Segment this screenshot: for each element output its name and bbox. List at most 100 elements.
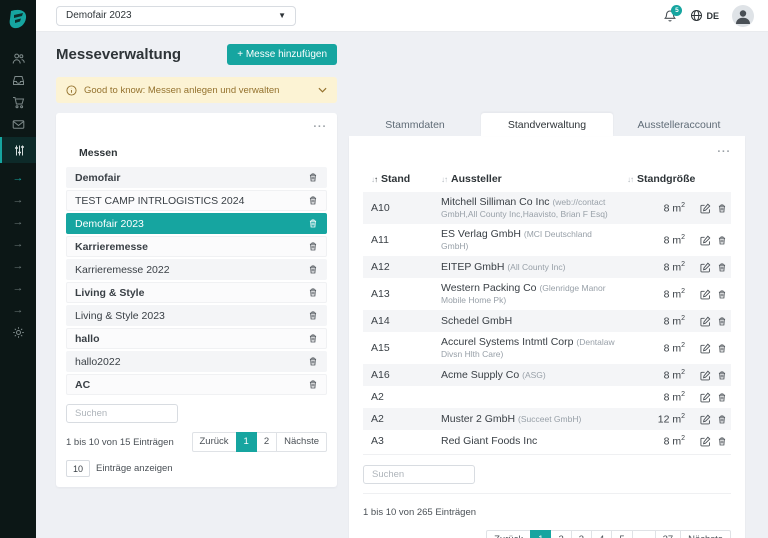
messe-list-item[interactable]: Living & Style — [66, 282, 327, 303]
delete-stand-button[interactable] — [717, 289, 727, 300]
messe-list-item[interactable]: AC — [66, 374, 327, 395]
users-icon[interactable] — [0, 47, 36, 69]
pager-next-button[interactable]: Nächste — [276, 432, 327, 452]
delete-stand-button[interactable] — [717, 262, 727, 273]
avatar[interactable] — [732, 4, 754, 27]
globe-icon — [691, 10, 703, 21]
arrow-right-icon[interactable]: → — [12, 171, 24, 184]
gear-icon[interactable] — [0, 321, 36, 343]
delete-messe-button[interactable] — [308, 379, 318, 390]
stand-table-row[interactable]: A15 Accurel Systems Intmtl Corp (Dentalaw… — [363, 332, 731, 364]
messe-list-item[interactable]: hallo2022 — [66, 351, 327, 372]
delete-messe-button[interactable] — [308, 356, 318, 367]
stand-table-row[interactable]: A3 Red Giant Foods Inc 8 m2 — [363, 430, 731, 452]
delete-stand-button[interactable] — [717, 343, 727, 354]
pager-page-button[interactable]: 4 — [591, 530, 613, 538]
delete-stand-button[interactable] — [717, 370, 727, 381]
delete-stand-button[interactable] — [717, 436, 727, 447]
pager-page-button[interactable]: 5 — [611, 530, 633, 538]
delete-messe-button[interactable] — [308, 287, 318, 298]
delete-stand-button[interactable] — [717, 235, 727, 246]
pager-page-button[interactable]: 27 — [654, 530, 682, 538]
tab-ausstelleraccount[interactable]: Ausstelleraccount — [637, 118, 721, 131]
stand-table-row[interactable]: A10 Mitchell Silliman Co Inc (web://conta… — [363, 192, 731, 224]
trash-icon — [309, 265, 317, 274]
stand-panel: Stammdaten Standverwaltung Ausstelleraccou… — [349, 113, 745, 538]
edit-stand-button[interactable] — [700, 370, 711, 381]
delete-messe-button[interactable] — [308, 241, 318, 252]
messe-list-item[interactable]: Karrieremesse 2022 — [66, 259, 327, 280]
delete-messe-button[interactable] — [308, 310, 318, 321]
aussteller-sub: (MCI Deutschland GmbH) — [441, 229, 592, 251]
sliders-icon[interactable] — [0, 137, 36, 163]
column-header-standgröße[interactable]: ↓↑ Standgröße — [627, 173, 695, 185]
app-logo-icon[interactable] — [6, 7, 30, 31]
delete-stand-button[interactable] — [717, 203, 727, 214]
edit-stand-button[interactable] — [700, 235, 711, 246]
column-header-aussteller[interactable]: ↓↑ Aussteller — [441, 173, 627, 185]
delete-stand-button[interactable] — [717, 316, 727, 327]
messen-search-input[interactable] — [66, 404, 178, 423]
delete-stand-button[interactable] — [717, 392, 727, 403]
edit-stand-button[interactable] — [700, 262, 711, 273]
delete-messe-button[interactable] — [308, 172, 318, 183]
messe-list-item[interactable]: hallo — [66, 328, 327, 349]
arrow-right-icon[interactable]: → — [12, 193, 24, 206]
cart-icon[interactable] — [0, 91, 36, 113]
arrow-right-icon[interactable]: → — [12, 259, 24, 272]
pager-page-button[interactable]: 1 — [530, 530, 552, 538]
delete-messe-button[interactable] — [308, 195, 318, 206]
pager-page-button[interactable]: 2 — [550, 530, 572, 538]
pager-next-button[interactable]: Nächste — [680, 530, 731, 538]
edit-stand-button[interactable] — [700, 343, 711, 354]
tab-standverwaltung[interactable]: Standverwaltung — [481, 113, 613, 136]
arrow-right-icon[interactable]: → — [12, 281, 24, 294]
overflow-menu-icon[interactable]: ... — [313, 118, 327, 130]
delete-messe-button[interactable] — [308, 218, 318, 229]
edit-stand-button[interactable] — [700, 316, 711, 327]
stand-table-row[interactable]: A2 8 m2 — [363, 386, 731, 408]
arrow-right-icon[interactable]: → — [12, 237, 24, 250]
messe-list-item[interactable]: Living & Style 2023 — [66, 305, 327, 326]
arrow-right-icon[interactable]: → — [12, 303, 24, 316]
stand-table-row[interactable]: A16 Acme Supply Co (ASG) 8 m2 — [363, 364, 731, 386]
stand-table-row[interactable]: A11 ES Verlag GmbH (MCI Deutschland GmbH)… — [363, 224, 731, 256]
stand-table-row[interactable]: A13 Western Packing Co (Glenridge Manor M… — [363, 278, 731, 310]
add-messe-button[interactable]: + Messe hinzufügen — [227, 44, 337, 65]
messe-list-item[interactable]: Demofair — [66, 167, 327, 188]
overflow-menu-icon[interactable]: ... — [717, 143, 731, 155]
edit-stand-button[interactable] — [700, 203, 711, 214]
mail-icon[interactable] — [0, 113, 36, 135]
stand-table-row[interactable]: A2 Muster 2 GmbH (Succeet GmbH) 12 m2 — [363, 408, 731, 430]
column-header-stand[interactable]: ↓↑ Stand — [363, 173, 441, 185]
messe-list-item[interactable]: Karrieremesse — [66, 236, 327, 257]
pager-page-button[interactable]: 3 — [570, 530, 593, 538]
fair-selector-dropdown[interactable]: Demofair 2023 ▼ — [56, 5, 296, 26]
column-label: Aussteller — [451, 173, 502, 185]
pager-page-button[interactable]: 1 — [235, 432, 257, 452]
edit-stand-button[interactable] — [700, 392, 711, 403]
pager-ellipsis-button[interactable]: ... — [631, 530, 656, 538]
delete-stand-button[interactable] — [717, 414, 727, 425]
pager-page-button[interactable]: 2 — [255, 432, 278, 452]
pager-prev-button[interactable]: Zurück — [191, 432, 237, 452]
pager-prev-button[interactable]: Zurück — [486, 530, 532, 538]
tab-stammdaten[interactable]: Stammdaten — [385, 118, 445, 131]
language-selector[interactable]: DE — [690, 9, 719, 22]
edit-stand-button[interactable] — [700, 414, 711, 425]
edit-stand-button[interactable] — [700, 289, 711, 300]
stand-table-row[interactable]: A12 EITEP GmbH (All County Inc) 8 m2 — [363, 256, 731, 278]
delete-messe-button[interactable] — [308, 333, 318, 344]
messe-list-item[interactable]: Demofair 2023 — [66, 213, 327, 234]
messe-list-item[interactable]: TEST CAMP INTRLOGISTICS 2024 — [66, 190, 327, 211]
stand-search-input[interactable] — [363, 465, 475, 484]
edit-stand-button[interactable] — [700, 436, 711, 447]
notifications-button[interactable]: 5 — [663, 4, 683, 23]
page-size-input[interactable] — [66, 460, 90, 477]
aussteller-cell: Acme Supply Co (ASG) — [441, 369, 627, 381]
arrow-right-icon[interactable]: → — [12, 215, 24, 228]
delete-messe-button[interactable] — [308, 264, 318, 275]
stand-table-row[interactable]: A14 Schedel GmbH 8 m2 — [363, 310, 731, 332]
inbox-icon[interactable] — [0, 69, 36, 91]
info-banner[interactable]: Good to know: Messen anlegen und verwalt… — [56, 77, 337, 103]
